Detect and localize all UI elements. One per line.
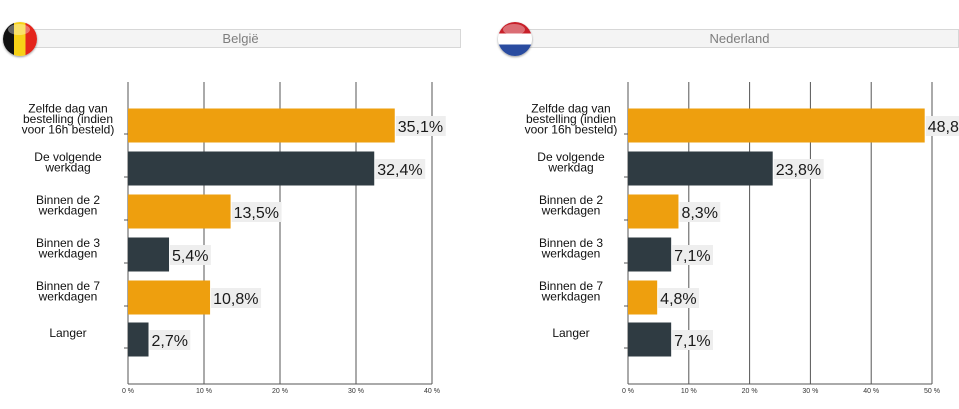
data-label-bg [211, 288, 262, 308]
data-label-bg [672, 330, 713, 350]
bar [628, 237, 672, 272]
bar [128, 194, 231, 229]
x-tick-label: 0 % [122, 388, 134, 395]
category-label: Binnen de 3 werkdagen [539, 236, 603, 261]
chart-panel-belgie: België 0 % 10 % 20 % 30 % 40 % Zelfde dag van… [0, 0, 470, 409]
category-label: Zelfde dag van bestelling (indien voor 16h… [525, 102, 618, 137]
bar [628, 194, 679, 229]
x-tick-label: 30 % [348, 388, 364, 395]
netherlands-flag-icon [498, 22, 532, 56]
chart-header: Nederland [520, 29, 959, 48]
x-tick-label: 0 % [622, 388, 634, 395]
data-label-bg [925, 116, 959, 136]
data-label: 2,7% [152, 333, 188, 350]
belgium-flag-icon [3, 22, 37, 56]
data-label: 10,8% [213, 291, 258, 308]
x-tick-label: 40 % [424, 388, 440, 395]
data-label-bg [679, 202, 721, 222]
category-label: De volgende werkdag [34, 150, 102, 175]
category-label: Binnen de 2 werkdagen [539, 193, 603, 218]
bar-chart-belgie: 0 % 10 % 20 % 30 % 40 % Zelfde dag van bestell… [22, 82, 446, 395]
chart-title: Nederland [709, 31, 770, 46]
category-label: Binnen de 7 werkdagen [36, 279, 100, 304]
x-tick-label: 20 % [272, 388, 288, 395]
data-label-bg [773, 159, 824, 179]
category-label: Zelfde dag van bestelling (indien voor 16h… [22, 102, 115, 137]
data-label: 4,8% [660, 291, 696, 308]
category-label: Binnen de 7 werkdagen [539, 279, 603, 304]
x-tick-label: 10 % [681, 388, 697, 395]
category-label: Binnen de 3 werkdagen [36, 236, 100, 261]
data-label-bg [672, 245, 713, 265]
x-tick-label: 20 % [742, 388, 758, 395]
data-label: 48,8% [928, 119, 959, 136]
data-label-bg [395, 116, 446, 136]
data-label-bg [658, 288, 699, 308]
category-label: Binnen de 2 werkdagen [36, 193, 100, 218]
bar [128, 151, 375, 186]
category-label: Langer [552, 326, 589, 340]
category-label: De volgende werkdag [537, 150, 605, 175]
data-label: 23,8% [776, 162, 821, 179]
bar [128, 108, 395, 143]
bar [128, 280, 211, 315]
category-label: Langer [49, 326, 86, 340]
data-label-bg [149, 330, 191, 350]
bar [628, 322, 672, 357]
data-label-bg [170, 245, 211, 265]
data-label-bg [375, 159, 426, 179]
chart-title: België [222, 31, 259, 46]
x-tick-label: 10 % [196, 388, 212, 395]
bar [628, 280, 658, 315]
x-tick-label: 30 % [802, 388, 818, 395]
chart-panel-nederland: Nederland 0 % 10 % 20 % 30 % 40 % 50 % Zelfde … [470, 0, 959, 409]
data-label-bg [231, 202, 282, 222]
data-label: 7,1% [674, 333, 710, 350]
bar [128, 322, 149, 357]
x-tick-label: 40 % [863, 388, 879, 395]
data-label: 32,4% [377, 162, 422, 179]
bar [628, 151, 773, 186]
data-label: 7,1% [674, 248, 710, 265]
data-label: 8,3% [681, 205, 717, 222]
bar-chart-nederland: 0 % 10 % 20 % 30 % 40 % 50 % Zelfde dag van bes… [525, 82, 959, 395]
data-label: 35,1% [398, 119, 443, 136]
data-label: 13,5% [234, 205, 279, 222]
data-label: 5,4% [172, 248, 208, 265]
bar [128, 237, 170, 272]
bar [628, 108, 925, 143]
x-tick-label: 50 % [924, 388, 940, 395]
chart-header: België [20, 29, 461, 48]
